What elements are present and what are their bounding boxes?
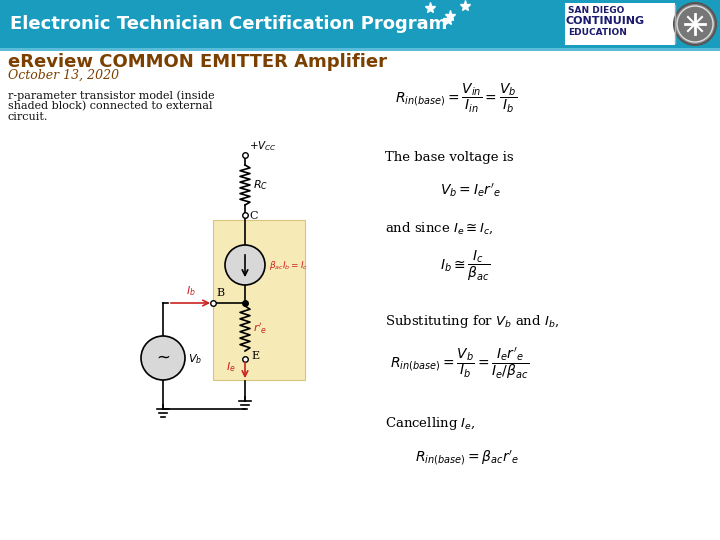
- Text: shaded block) connected to external: shaded block) connected to external: [8, 101, 212, 111]
- Text: $R_{in(base)} = \beta_{ac} r'_e$: $R_{in(base)} = \beta_{ac} r'_e$: [415, 448, 519, 468]
- Text: $R_{in(base)} = \dfrac{V_b}{I_b} = \dfrac{I_e r'_e}{I_e / \beta_{ac}}$: $R_{in(base)} = \dfrac{V_b}{I_b} = \dfra…: [390, 345, 529, 381]
- Text: Electronic Technician Certification Program: Electronic Technician Certification Prog…: [10, 15, 447, 33]
- Bar: [565, 3, 675, 45]
- Circle shape: [141, 336, 185, 380]
- Text: $I_b \cong \dfrac{I_c}{\beta_{ac}}$: $I_b \cong \dfrac{I_c}{\beta_{ac}}$: [440, 248, 490, 284]
- Text: circuit.: circuit.: [8, 112, 48, 122]
- Text: EDUCATION: EDUCATION: [568, 28, 627, 37]
- Text: The base voltage is: The base voltage is: [385, 152, 513, 165]
- Text: ~: ~: [156, 349, 170, 367]
- Circle shape: [674, 3, 716, 45]
- Text: eReview COMMON EMITTER Amplifier: eReview COMMON EMITTER Amplifier: [8, 53, 387, 71]
- Text: CONTINUING: CONTINUING: [565, 16, 644, 26]
- Text: October 13, 2020: October 13, 2020: [8, 69, 119, 82]
- Bar: [213, 220, 305, 380]
- Bar: [0, 48, 720, 51]
- Text: $r'_e$: $r'_e$: [253, 321, 267, 336]
- Text: $R_{in(base)} = \dfrac{V_{in}}{I_{in}} = \dfrac{V_b}{I_b}$: $R_{in(base)} = \dfrac{V_{in}}{I_{in}} =…: [395, 82, 517, 114]
- Text: $R_C$: $R_C$: [253, 178, 268, 192]
- Bar: [0, 0, 720, 48]
- Text: $V_b = I_e r'_e$: $V_b = I_e r'_e$: [440, 181, 501, 199]
- Text: E: E: [251, 351, 259, 361]
- Text: $+V_{CC}$: $+V_{CC}$: [249, 139, 277, 153]
- Text: $I_e$: $I_e$: [226, 360, 236, 374]
- Text: SAN DIEGO: SAN DIEGO: [568, 6, 624, 15]
- Text: Substituting for $V_b$ and $I_b$,: Substituting for $V_b$ and $I_b$,: [385, 313, 559, 329]
- Text: r-parameter transistor model (inside: r-parameter transistor model (inside: [8, 90, 215, 100]
- Text: C: C: [249, 211, 258, 221]
- Circle shape: [225, 245, 265, 285]
- Text: $V_b$: $V_b$: [188, 352, 202, 366]
- Text: $\beta_{ac}I_b = I_c$: $\beta_{ac}I_b = I_c$: [269, 259, 308, 272]
- Text: $I_b$: $I_b$: [186, 284, 195, 298]
- Text: and since $I_e \cong I_c$,: and since $I_e \cong I_c$,: [385, 220, 494, 236]
- Text: B: B: [216, 288, 224, 298]
- Text: Cancelling $I_e$,: Cancelling $I_e$,: [385, 415, 476, 431]
- Circle shape: [677, 6, 713, 42]
